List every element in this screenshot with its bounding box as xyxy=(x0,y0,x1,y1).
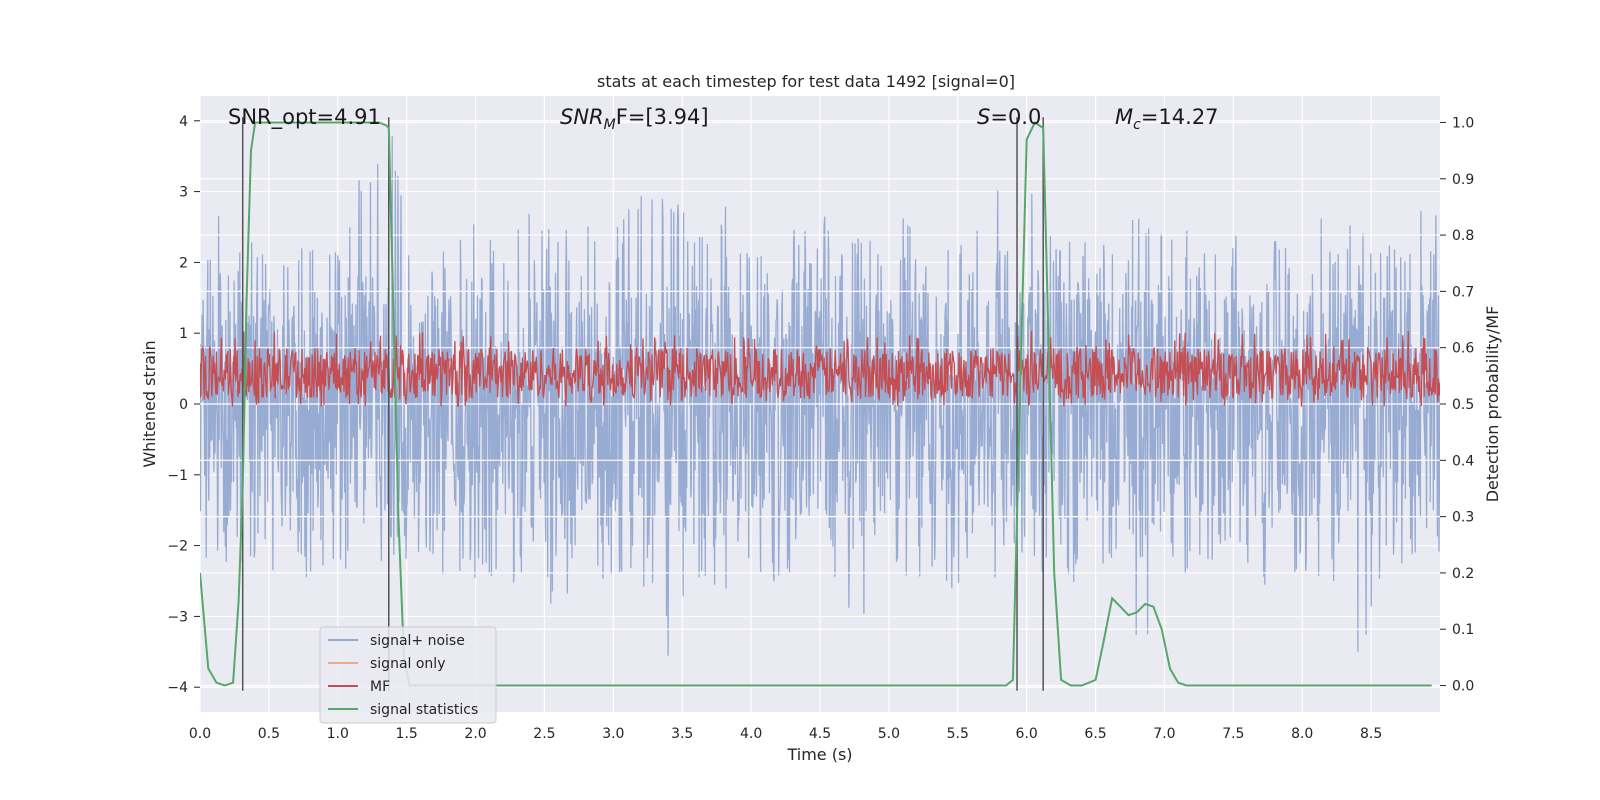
legend-box xyxy=(319,626,497,724)
annotation-snr-opt: SNR_opt=4.91 xyxy=(228,105,381,130)
y-tick-label: 4 xyxy=(179,114,188,130)
x-tick-label: 4.5 xyxy=(809,726,831,742)
x-tick-label: 0.5 xyxy=(258,726,280,742)
y2-tick-label: 1.0 xyxy=(1452,115,1474,131)
y2-tick-label: 0.7 xyxy=(1452,284,1474,300)
x-tick-label: 3.5 xyxy=(671,726,693,742)
y2-tick-label: 0.1 xyxy=(1452,622,1474,638)
y-tick-label: −1 xyxy=(167,468,188,484)
x-tick-label: 2.5 xyxy=(533,726,555,742)
y-tick-label: 1 xyxy=(179,326,188,342)
y2-tick-label: 0.3 xyxy=(1452,510,1474,526)
x-axis-ticks: 0.0 0.5 1.0 1.5 2.0 2.5 3.0 3.5 4.0 4.5 5.0 5.5 6.0 6… xyxy=(189,726,1382,742)
chart-title: stats at each timestep for test data 149… xyxy=(597,72,1015,91)
mf-line xyxy=(200,330,1440,407)
x-tick-label: 5.0 xyxy=(878,726,900,742)
legend-label-signal-noise: signal+ noise xyxy=(370,633,465,649)
x-tick-label: 8.0 xyxy=(1291,726,1313,742)
y-tick-label: −3 xyxy=(167,609,188,625)
annotation-s: S=0.0 xyxy=(977,105,1041,129)
y2-tick-label: 0.5 xyxy=(1452,397,1474,413)
x-tick-label: 7.0 xyxy=(1153,726,1175,742)
x-tick-label: 6.0 xyxy=(1016,726,1038,742)
y2-axis-label: Detection probability/MF xyxy=(1483,306,1502,503)
y2-tick-label: 0.4 xyxy=(1452,453,1474,469)
y-axis-ticks: 4 3 2 1 0 −1 −2 −3 −4 xyxy=(167,114,200,696)
annotation-mc: Mc=14.27 xyxy=(1115,105,1219,133)
y2-tick-label: 0.0 xyxy=(1452,679,1474,695)
signal-statistics-line xyxy=(200,121,1432,687)
x-tick-label: 1.5 xyxy=(396,726,418,742)
x-axis-label: Time (s) xyxy=(786,745,852,764)
y-tick-label: 3 xyxy=(179,185,188,201)
vertical-marker-lines xyxy=(241,117,1044,691)
y2-tick-label: 0.2 xyxy=(1452,566,1474,582)
x-tick-label: 1.0 xyxy=(327,726,349,742)
annotation-snr-mf: SNRMF=[3.94] xyxy=(560,105,709,133)
x-tick-label: 2.0 xyxy=(464,726,486,742)
y-axis-label: Whitened strain xyxy=(140,340,159,467)
x-tick-label: 6.5 xyxy=(1084,726,1106,742)
x-tick-label: 7.5 xyxy=(1222,726,1244,742)
y2-axis-ticks: 1.0 0.9 0.8 0.7 0.6 0.5 0.4 0.3 0.2 0.1 0.0 xyxy=(1440,115,1474,695)
x-tick-label: 4.0 xyxy=(740,726,762,742)
legend-label-mf: MF xyxy=(370,679,390,695)
x-tick-label: 0.0 xyxy=(189,726,211,742)
signal-statistics-series xyxy=(200,121,1432,687)
y2-tick-label: 0.8 xyxy=(1452,228,1474,244)
legend-label-signal-statistics: signal statistics xyxy=(370,702,478,718)
y-tick-label: −4 xyxy=(167,680,188,696)
legend: signal+ noise signal only MF signal stat… xyxy=(319,626,497,724)
y-tick-label: −2 xyxy=(167,539,188,555)
y-tick-label: 2 xyxy=(179,255,188,271)
y2-tick-label: 0.9 xyxy=(1452,172,1474,188)
x-tick-label: 3.0 xyxy=(602,726,624,742)
y2-tick-label: 0.6 xyxy=(1452,341,1474,357)
legend-label-signal-only: signal only xyxy=(370,656,445,672)
x-tick-label: 5.5 xyxy=(947,726,969,742)
mf-series xyxy=(200,330,1440,407)
y-tick-label: 0 xyxy=(179,397,188,413)
x-tick-label: 8.5 xyxy=(1360,726,1382,742)
